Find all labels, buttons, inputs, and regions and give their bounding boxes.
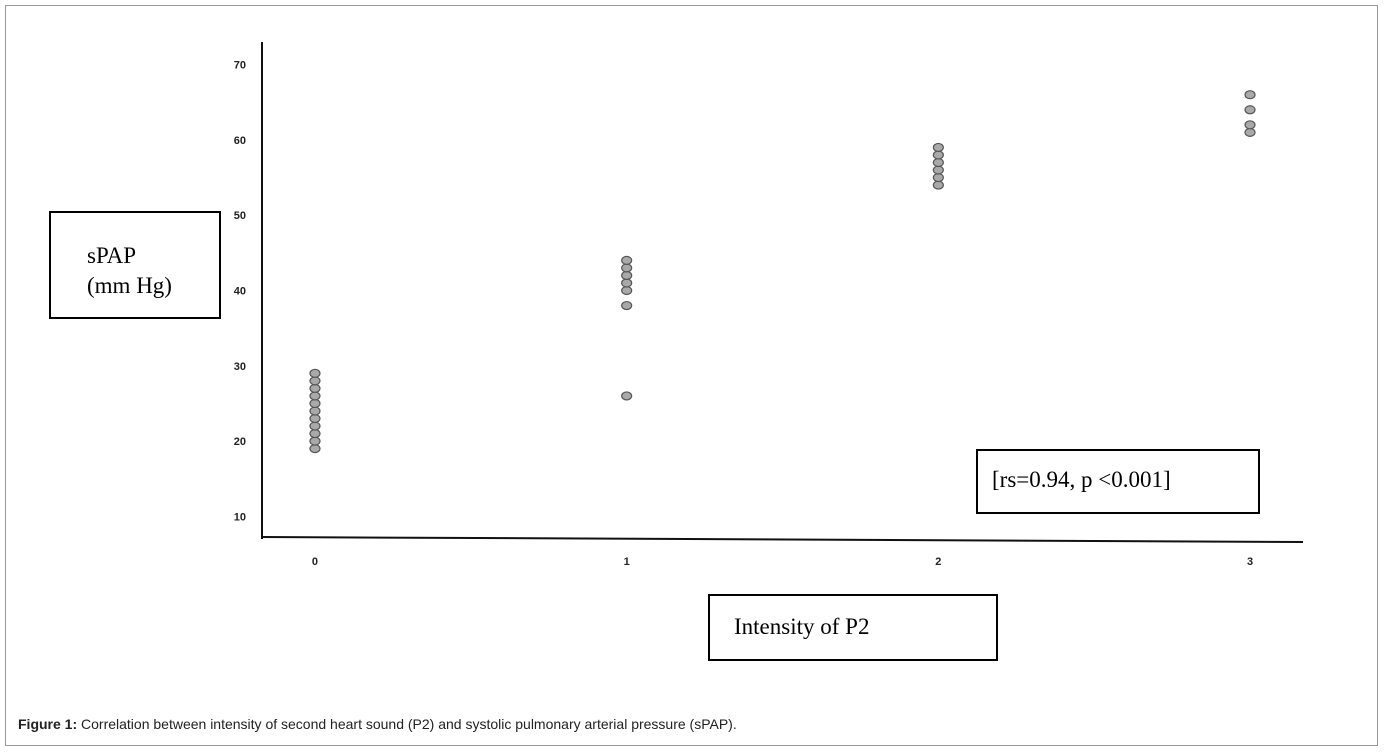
figure-frame: 10 20 30 40 50 60 70 0 1 2 3 sPAP (mm Hg) Intensi… [5,5,1378,746]
data-point [1244,105,1256,115]
x-tick-label: 2 [935,556,941,568]
data-point [932,142,944,153]
y-axis-ticks: 10 20 30 40 50 60 70 [234,60,246,524]
caption-text: Correlation between intensity of second … [77,716,737,732]
data-point [309,413,321,424]
x-axis-label: Intensity of P2 [734,614,870,639]
data-point [309,383,321,393]
correlation-annotation-box: [rs=0.94, p <0.001] [976,449,1260,514]
data-point [932,165,944,175]
y-tick-label: 60 [234,135,246,147]
data-point [309,428,321,439]
correlation-annotation: [rs=0.94, p <0.001] [992,467,1171,492]
data-point [932,180,944,190]
data-point [309,436,321,446]
scatter-plot: 10 20 30 40 50 60 70 0 1 2 3 [234,42,1304,568]
caption-label: Figure 1: [18,716,78,732]
data-point [621,285,633,296]
y-axis-label-line2: (mm Hg) [87,273,172,298]
data-point [932,150,944,160]
y-tick-label: 50 [234,210,246,222]
y-tick-label: 10 [234,511,246,523]
data-point [621,263,633,273]
y-tick-label: 20 [234,436,246,448]
data-point [621,255,633,265]
y-tick-label: 30 [234,361,246,373]
data-point [309,421,321,431]
axes [261,42,1304,543]
data-point [621,278,633,288]
data-point [621,391,633,401]
data-point [309,398,321,409]
data-point [1244,120,1256,130]
x-axis-ticks: 0 1 2 3 [312,556,1253,568]
y-axis-label-box: sPAP (mm Hg) [49,211,221,319]
x-tick-label: 3 [1247,556,1253,568]
data-point [309,406,321,416]
data-point [309,368,321,378]
x-axis-line [261,536,1304,543]
data-points [309,90,1256,454]
x-axis-label-box: Intensity of P2 [708,594,998,661]
figure-caption: Figure 1: Correlation between intensity … [18,716,737,732]
y-tick-label: 70 [234,60,246,72]
data-point [621,300,633,311]
data-point [309,376,321,386]
data-point [932,172,944,183]
data-point [1244,90,1256,100]
x-tick-label: 1 [624,556,630,568]
data-point [1244,127,1256,137]
data-point [309,391,321,401]
x-tick-label: 0 [312,556,318,568]
y-axis-label-line1: sPAP [87,243,137,268]
data-point [932,157,944,168]
y-tick-label: 40 [234,286,246,298]
data-point [309,444,321,454]
data-point [621,270,633,281]
